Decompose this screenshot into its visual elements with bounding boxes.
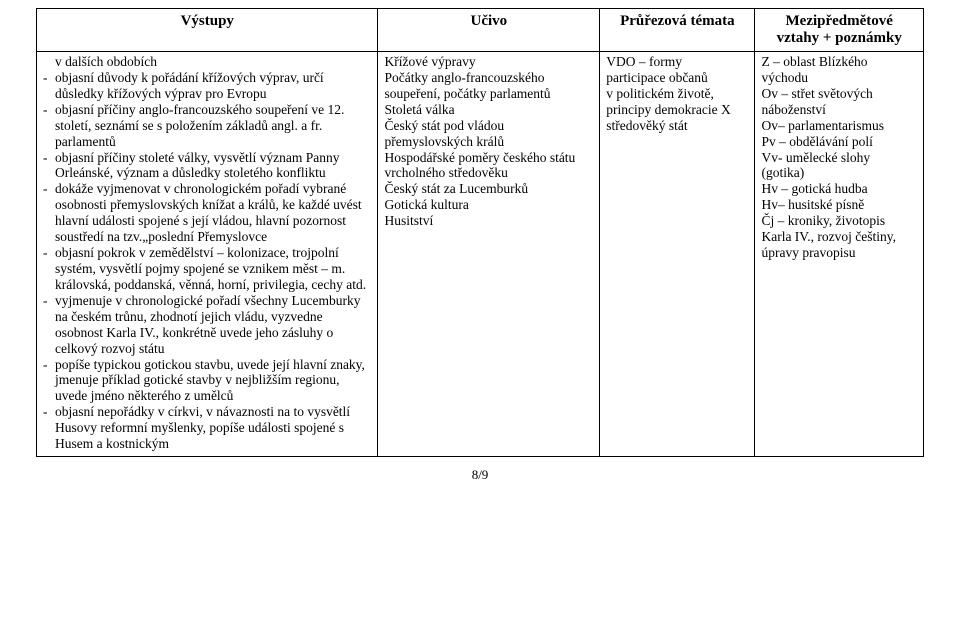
vystupy-item: objasní nepořádky v církvi, v návaznosti… (55, 404, 371, 452)
vystupy-item: dokáže vyjmenovat v chronologickém pořad… (55, 181, 371, 245)
vystupy-item: objasní příčiny anglo-francouzského soup… (55, 102, 371, 150)
prurez-block: VDO – formy participace občanů v politic… (606, 54, 748, 134)
ucivo-block: Křížové výpravy Počátky anglo-francouzsk… (384, 54, 593, 229)
ucivo-line: Stoletá válka (384, 102, 593, 118)
vystupy-list: objasní důvody k pořádání křížových výpr… (43, 70, 371, 452)
prurez-line: principy demokracie X (606, 102, 748, 118)
vystupy-item: objasní příčiny stoleté války, vysvětlí … (55, 150, 371, 182)
mezip-line: Ov – střet světových (761, 86, 917, 102)
ucivo-line: soupeření, počátky parlamentů (384, 86, 593, 102)
mezip-block: Z – oblast Blízkého východu Ov – střet s… (761, 54, 917, 261)
table-header-row: Výstupy Učivo Průřezová témata Mezipředm… (37, 9, 924, 52)
prurez-line: středověký stát (606, 118, 748, 134)
ucivo-line: Český stát za Lucemburků (384, 181, 593, 197)
header-mezipredmetove: Mezipředmětové vztahy + poznámky (755, 9, 924, 52)
ucivo-line: přemyslovských králů (384, 134, 593, 150)
ucivo-line: Husitství (384, 213, 593, 229)
ucivo-line: Hospodářské poměry českého státu (384, 150, 593, 166)
vystupy-item: objasní pokrok v zemědělství – kolonizac… (55, 245, 371, 293)
mezip-line: Pv – obdělávání polí (761, 134, 917, 150)
ucivo-line: Gotická kultura (384, 197, 593, 213)
ucivo-line: vrcholného středověku (384, 165, 593, 181)
table-body-row: v dalších obdobích objasní důvody k pořá… (37, 52, 924, 457)
vystupy-item: objasní důvody k pořádání křížových výpr… (55, 70, 371, 102)
mezip-line: Karla IV., rozvoj češtiny, (761, 229, 917, 245)
prurez-line: participace občanů (606, 70, 748, 86)
cell-prurezova: VDO – formy participace občanů v politic… (600, 52, 755, 457)
header-prurezova: Průřezová témata (600, 9, 755, 52)
header-mezi-line1: Mezipředmětové (761, 13, 917, 30)
mezip-line: Hv – gotická hudba (761, 181, 917, 197)
vystupy-item: popíše typickou gotickou stavbu, uvede j… (55, 357, 371, 405)
mezip-line: úpravy pravopisu (761, 245, 917, 261)
mezip-line: Čj – kroniky, životopis (761, 213, 917, 229)
curriculum-table: Výstupy Učivo Průřezová témata Mezipředm… (36, 8, 924, 457)
ucivo-line: Počátky anglo-francouzského (384, 70, 593, 86)
page: Výstupy Učivo Průřezová témata Mezipředm… (0, 0, 960, 483)
cell-vystupy: v dalších obdobích objasní důvody k pořá… (37, 52, 378, 457)
cell-ucivo: Křížové výpravy Počátky anglo-francouzsk… (378, 52, 600, 457)
mezip-line: východu (761, 70, 917, 86)
vystupy-item: vyjmenuje v chronologické pořadí všechny… (55, 293, 371, 357)
mezip-line: (gotika) (761, 165, 917, 181)
header-vystupy: Výstupy (37, 9, 378, 52)
ucivo-line: Křížové výpravy (384, 54, 593, 70)
cell-mezipredmetove: Z – oblast Blízkého východu Ov – střet s… (755, 52, 924, 457)
mezip-line: Vv- umělecké slohy (761, 150, 917, 166)
header-ucivo: Učivo (378, 9, 600, 52)
vystupy-intro: v dalších obdobích (43, 54, 371, 70)
mezip-line: Z – oblast Blízkého (761, 54, 917, 70)
prurez-line: v politickém životě, (606, 86, 748, 102)
mezip-line: náboženství (761, 102, 917, 118)
mezip-line: Hv– husitské písně (761, 197, 917, 213)
page-number: 8/9 (36, 467, 924, 483)
mezip-line: Ov– parlamentarismus (761, 118, 917, 134)
ucivo-line: Český stát pod vládou (384, 118, 593, 134)
prurez-line: VDO – formy (606, 54, 748, 70)
header-mezi-line2: vztahy + poznámky (761, 30, 917, 47)
